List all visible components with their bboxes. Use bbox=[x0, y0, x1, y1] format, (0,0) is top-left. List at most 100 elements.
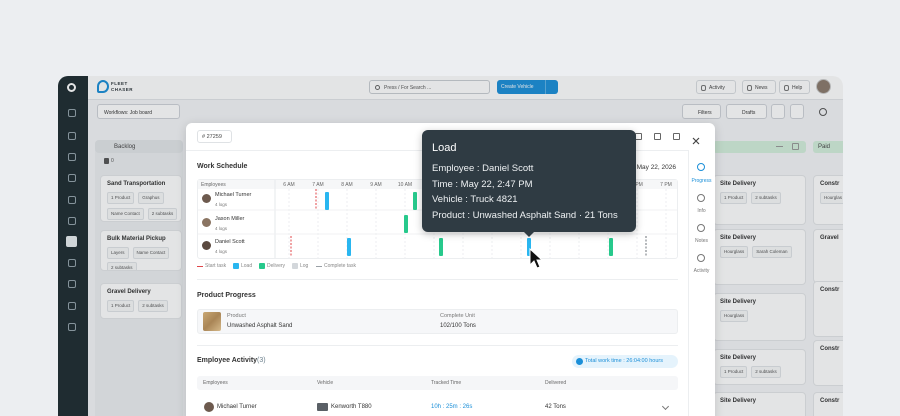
field-label: Complete Unit bbox=[440, 312, 475, 319]
filters-button[interactable]: Filters bbox=[682, 104, 721, 119]
card-tags: 1 Product 2 subtasks bbox=[107, 300, 181, 318]
sidebar bbox=[58, 76, 88, 416]
task-card[interactable]: Sand Transportation 1 Product Graphus Name … bbox=[100, 175, 182, 222]
vehicle-thumb bbox=[317, 403, 328, 411]
sidebar-icon[interactable] bbox=[68, 259, 76, 267]
table-column-header: Delivered bbox=[545, 380, 567, 386]
nav-link[interactable]: Activity bbox=[696, 80, 736, 94]
search-box[interactable]: Press / For Search ... bbox=[369, 80, 490, 94]
card-tag: Name Contact bbox=[107, 208, 144, 220]
sidebar-icon[interactable] bbox=[68, 132, 76, 140]
table-header bbox=[197, 376, 678, 390]
sidebar-icon[interactable] bbox=[68, 174, 76, 182]
table-cell: Michael Turner bbox=[217, 404, 257, 410]
hour-label: 8 AM bbox=[341, 181, 353, 188]
top-bar: FLEET CHASER Press / For Search ... Create … bbox=[88, 76, 843, 100]
create-vehicle-button[interactable]: Create Vehicle bbox=[497, 80, 558, 94]
section-title: Product Progress bbox=[197, 292, 256, 299]
task-card[interactable]: Site Delivery 1 Product 2 subtasks bbox=[713, 175, 806, 225]
card-tag: Name Contact bbox=[132, 247, 170, 259]
card-title: Constr bbox=[820, 398, 840, 404]
hour-label: 7 AM bbox=[312, 181, 324, 188]
select-checkbox[interactable] bbox=[792, 143, 799, 150]
employee-avatar bbox=[202, 194, 211, 203]
gantt-employees-header: Employees bbox=[201, 181, 226, 188]
card-title: Site Delivery bbox=[720, 299, 757, 305]
nav-link[interactable]: News bbox=[742, 80, 776, 94]
expand-chevron[interactable] bbox=[661, 402, 670, 411]
rail-label[interactable]: Info bbox=[697, 208, 706, 214]
paid-column: Paid Constr Hourglas Gravel Constr Constr Cons… bbox=[813, 141, 843, 416]
card-title: Constr bbox=[820, 346, 840, 352]
column-title: Paid bbox=[818, 144, 831, 150]
unit-value: 102/100 Tons bbox=[440, 323, 476, 329]
card-title: Constr bbox=[820, 181, 840, 187]
product-name: Unwashed Asphalt Sand bbox=[227, 323, 293, 329]
view-board-button[interactable] bbox=[771, 104, 785, 119]
sidebar-icon[interactable] bbox=[68, 323, 76, 331]
sidebar-icon[interactable] bbox=[68, 302, 76, 310]
header-icon[interactable] bbox=[673, 133, 680, 140]
employee-name: Jason Miller bbox=[215, 215, 245, 222]
rail-icon[interactable] bbox=[697, 254, 705, 262]
sidebar-icon[interactable] bbox=[68, 280, 76, 288]
card-title: Sand Transportation bbox=[107, 181, 166, 187]
card-tag: 1 Product bbox=[107, 192, 135, 204]
card-tag: 2 subtasks bbox=[138, 300, 168, 312]
settings-icon[interactable] bbox=[819, 108, 827, 116]
section-title: Work Schedule bbox=[197, 163, 248, 170]
rail-icon[interactable] bbox=[697, 224, 705, 232]
nav-link[interactable]: Help bbox=[779, 80, 810, 94]
drafts-button[interactable]: Drafts bbox=[726, 104, 767, 119]
rail-label[interactable]: Progress bbox=[691, 178, 712, 184]
task-card[interactable]: Constr bbox=[813, 340, 843, 386]
header-icon[interactable] bbox=[654, 133, 661, 140]
view-list-button[interactable] bbox=[790, 104, 804, 119]
header-icon[interactable] bbox=[635, 133, 642, 140]
hour-label: 7 PM bbox=[660, 181, 672, 188]
rail-icon[interactable] bbox=[697, 194, 705, 202]
clock-icon bbox=[576, 358, 583, 365]
card-tag: Sarah Coleman bbox=[752, 246, 792, 258]
side-rail bbox=[688, 150, 715, 416]
task-card[interactable]: Site Delivery 1 Product 2 subtasks bbox=[713, 349, 806, 385]
employee-avatar bbox=[202, 241, 211, 250]
sidebar-icon[interactable] bbox=[68, 153, 76, 161]
table-cell: 42 Tons bbox=[545, 404, 566, 410]
count-icon bbox=[104, 158, 109, 164]
sidebar-icon[interactable] bbox=[68, 196, 76, 204]
total-time-badge: Total work time : 26:04:00 hours bbox=[572, 355, 678, 368]
card-tags: Layers Name Contact 2 subtasks bbox=[107, 247, 181, 270]
nav-icon bbox=[747, 85, 752, 91]
task-card[interactable]: Site Delivery bbox=[713, 392, 806, 416]
task-card[interactable]: Gravel bbox=[813, 229, 843, 283]
card-title: Site Delivery bbox=[720, 235, 757, 241]
rail-label[interactable]: Activity bbox=[693, 268, 710, 274]
close-button[interactable] bbox=[692, 132, 700, 145]
task-card[interactable]: Bulk Material Pickup Layers Name Contact 2 … bbox=[100, 230, 182, 271]
legend-swatch bbox=[197, 266, 203, 267]
card-tags: Hourglas bbox=[820, 192, 843, 224]
user-avatar[interactable] bbox=[816, 79, 831, 94]
card-tag: Hourglass bbox=[720, 310, 749, 322]
employee-avatar bbox=[204, 402, 214, 412]
product-card bbox=[197, 309, 678, 334]
task-card[interactable]: Constr Hourglas bbox=[813, 175, 843, 225]
filters-label: Filters bbox=[698, 109, 712, 116]
task-card[interactable]: Gravel Delivery 1 Product 2 subtasks bbox=[100, 283, 182, 319]
table-cell: 10h : 25m : 26s bbox=[431, 404, 473, 410]
task-card[interactable]: Constr bbox=[813, 281, 843, 337]
card-tag: Hourglass bbox=[720, 246, 749, 258]
sidebar-icon[interactable] bbox=[68, 109, 76, 117]
section-divider bbox=[197, 345, 678, 346]
rail-label[interactable]: Notes bbox=[694, 238, 709, 244]
table-column-header: Tracked Time bbox=[431, 380, 462, 386]
task-card[interactable]: Constr bbox=[813, 392, 843, 416]
workflow-select[interactable]: Workflows: Job board bbox=[97, 104, 180, 119]
rail-icon[interactable] bbox=[697, 163, 705, 171]
tooltip-line: Vehicle : Truck 4821 bbox=[432, 193, 518, 205]
sidebar-icon[interactable] bbox=[68, 217, 76, 225]
task-card[interactable]: Site Delivery Hourglass Sarah Coleman bbox=[713, 229, 806, 285]
sidebar-icon-active[interactable] bbox=[66, 236, 77, 247]
field-label: Product bbox=[227, 312, 246, 319]
